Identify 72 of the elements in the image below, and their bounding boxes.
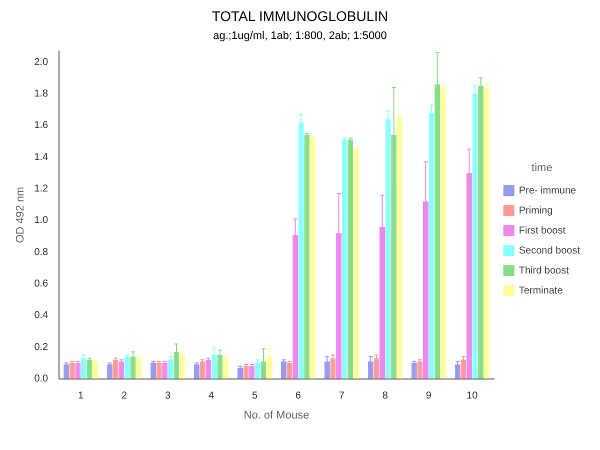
y-tick-label: 1.0 xyxy=(34,215,49,226)
y-tick-label: 0.4 xyxy=(34,310,49,322)
bar xyxy=(200,361,206,379)
y-tick-label: 1.4 xyxy=(34,152,49,163)
y-axis-title: OD 492 nm xyxy=(14,186,27,244)
bar xyxy=(280,361,286,379)
legend-label: Terminate xyxy=(518,285,564,296)
y-tick-label: 0.8 xyxy=(34,246,49,258)
y-tick-label: 0.2 xyxy=(34,342,49,353)
bar xyxy=(124,356,130,379)
bar xyxy=(223,358,229,379)
bar xyxy=(92,361,98,379)
y-tick-label: 1.6 xyxy=(34,120,49,132)
bar xyxy=(330,358,336,379)
bar xyxy=(396,118,402,379)
y-tick-label: 2.0 xyxy=(34,56,49,68)
legend-label: Second boost xyxy=(518,245,580,256)
legend-label: Pre- immune xyxy=(518,185,577,196)
bar xyxy=(118,361,124,379)
bar xyxy=(162,362,168,379)
bar xyxy=(243,366,249,379)
bar xyxy=(304,134,310,379)
bar xyxy=(417,361,423,379)
x-tick-label: 7 xyxy=(338,390,345,402)
bar xyxy=(342,140,348,379)
bar xyxy=(112,360,118,379)
bar xyxy=(353,149,359,379)
x-tick-label: 10 xyxy=(466,390,478,402)
chart-title: TOTAL IMMUNOGLOBULIN xyxy=(210,7,390,24)
bar xyxy=(460,360,466,379)
bar xyxy=(348,140,354,379)
x-tick-label: 9 xyxy=(426,390,432,402)
bar xyxy=(150,362,156,379)
bar xyxy=(454,364,460,379)
bar xyxy=(254,362,260,379)
bar xyxy=(440,87,446,379)
bar xyxy=(411,362,417,379)
x-tick-label: 3 xyxy=(165,390,172,402)
y-tick-label: 0.0 xyxy=(34,374,49,385)
x-tick-label: 5 xyxy=(252,390,258,402)
bar xyxy=(156,362,162,379)
bar xyxy=(86,360,92,379)
x-tick-label: 1 xyxy=(78,390,84,402)
bar xyxy=(168,360,174,379)
bar xyxy=(194,364,200,379)
x-axis-title: No. of Mouse xyxy=(244,409,310,422)
bar xyxy=(249,366,255,379)
legend-label: First boost xyxy=(518,225,566,236)
bar xyxy=(107,364,113,379)
bar xyxy=(286,362,292,379)
chart-subtitle: ag.;1ug/ml, 1ab; 1:800, 2ab; 1:5000 xyxy=(212,29,388,42)
bar xyxy=(69,362,75,379)
bar xyxy=(374,358,380,379)
x-tick-label: 8 xyxy=(382,390,388,402)
bar xyxy=(310,138,316,379)
bar xyxy=(484,87,490,379)
legend-label: Priming xyxy=(518,205,553,216)
bar xyxy=(180,355,186,379)
bar xyxy=(80,358,86,379)
bar xyxy=(206,360,212,379)
y-tick-label: 1.2 xyxy=(34,184,49,195)
legend-label: Third boost xyxy=(518,265,570,276)
bar xyxy=(75,362,81,379)
legend-title: time xyxy=(532,162,552,174)
y-tick-label: 0.6 xyxy=(34,278,49,290)
x-tick-label: 4 xyxy=(208,390,214,402)
y-tick-label: 1.8 xyxy=(34,88,49,100)
bar xyxy=(136,358,142,379)
x-tick-label: 6 xyxy=(295,390,302,402)
bar xyxy=(237,368,243,379)
x-tick-label: 2 xyxy=(122,390,128,402)
bar xyxy=(64,364,70,379)
